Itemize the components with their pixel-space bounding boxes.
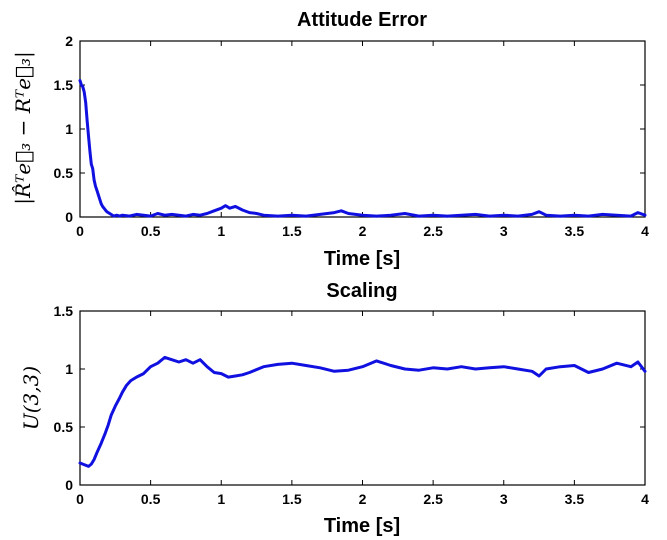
x-tick-label: 0 bbox=[76, 223, 84, 239]
x-tick-label: 0.5 bbox=[141, 491, 161, 507]
x-tick-label: 1 bbox=[217, 223, 225, 239]
y-tick-label: 1 bbox=[65, 361, 73, 377]
x-tick-group: 0 0.5 1 1.5 2 2.5 3 3.5 4 bbox=[76, 41, 649, 239]
x-axis-label: Time [s] bbox=[324, 248, 400, 270]
y-tick-label: 2 bbox=[65, 33, 73, 49]
x-tick-label: 3 bbox=[500, 491, 508, 507]
attitude-error-panel: Attitude Error Time [s] |R̂ᵀe⃗₃ − Rᵀe⃗₃|… bbox=[11, 9, 649, 270]
series-line bbox=[78, 79, 647, 218]
x-tick-label: 3.5 bbox=[565, 223, 585, 239]
x-tick-label: 2.5 bbox=[423, 223, 443, 239]
y-axis-label: U(3,3) bbox=[19, 366, 43, 430]
x-tick-label: 4 bbox=[641, 491, 649, 507]
series-line bbox=[78, 355, 647, 468]
y-tick-group: 0 0.5 1 1.5 bbox=[54, 303, 645, 493]
x-tick-label: 1.5 bbox=[282, 223, 302, 239]
x-tick-label: 3 bbox=[500, 223, 508, 239]
y-tick-label: 1.5 bbox=[54, 303, 74, 319]
y-tick-label: 1.5 bbox=[54, 77, 74, 93]
x-tick-label: 3.5 bbox=[565, 491, 585, 507]
plot-frame bbox=[79, 40, 646, 218]
chart-title: Scaling bbox=[326, 280, 397, 302]
chart-title: Attitude Error bbox=[297, 9, 427, 31]
y-tick-label: 0.5 bbox=[54, 419, 74, 435]
y-axis-label: |R̂ᵀe⃗₃ − Rᵀe⃗₃| bbox=[11, 51, 36, 205]
x-tick-label: 2.5 bbox=[423, 491, 443, 507]
x-tick-group: 0 0.5 1 1.5 2 2.5 3 3.5 4 bbox=[76, 311, 649, 507]
x-axis-label: Time [s] bbox=[324, 515, 400, 537]
x-tick-label: 2 bbox=[359, 491, 367, 507]
y-tick-label: 1 bbox=[65, 121, 73, 137]
x-tick-label: 0 bbox=[76, 491, 84, 507]
scaling-panel: Scaling Time [s] U(3,3) 0 0.5 1 1.5 2 2.5 3 3.5… bbox=[19, 280, 649, 537]
y-tick-group: 0 0.5 1 1.5 2 bbox=[54, 33, 645, 225]
y-tick-label: 0 bbox=[65, 209, 73, 225]
x-tick-label: 1 bbox=[217, 491, 225, 507]
y-tick-label: 0.5 bbox=[54, 165, 74, 181]
plot-frame bbox=[79, 310, 646, 486]
x-tick-label: 2 bbox=[359, 223, 367, 239]
x-tick-label: 0.5 bbox=[141, 223, 161, 239]
y-tick-label: 0 bbox=[65, 477, 73, 493]
x-tick-label: 1.5 bbox=[282, 491, 302, 507]
x-tick-label: 4 bbox=[641, 223, 649, 239]
